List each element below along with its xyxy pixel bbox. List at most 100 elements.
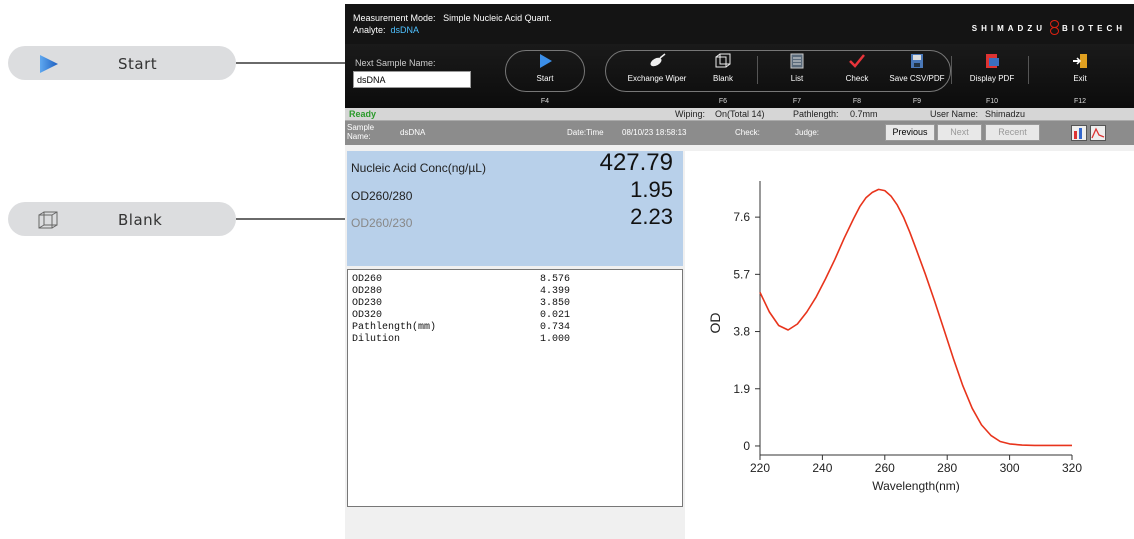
- spectrum-line: [759, 188, 1072, 447]
- exchange-wiper-button[interactable]: Exchange Wiper: [625, 50, 689, 96]
- exit-icon: [1073, 54, 1087, 68]
- save-fkey: F9: [912, 98, 922, 105]
- detail-row: Pathlength(mm) 0.734: [352, 322, 672, 334]
- sample-name-value: dsDNA: [400, 128, 426, 137]
- x-axis-label: Wavelength(nm): [872, 479, 960, 493]
- ratio-260-280-value: 1.95: [630, 177, 673, 202]
- conc-value: 427.79: [599, 149, 673, 176]
- wiping-label: Wiping:: [675, 109, 706, 119]
- ratio-260-280-label: OD260/280: [351, 189, 413, 203]
- detail-label: OD280: [352, 286, 383, 297]
- judge-label: Judge:: [795, 128, 820, 137]
- measurement-mode: Measurement Mode: Simple Nucleic Acid Qu…: [353, 13, 552, 23]
- mode-label: Measurement Mode:: [353, 13, 436, 23]
- detail-label: Pathlength(mm): [352, 322, 437, 333]
- detail-label: OD260: [352, 274, 383, 285]
- analyte-value: dsDNA: [390, 25, 420, 35]
- status-bar: Ready Wiping: On(Total 14) Pathlength: 0…: [345, 108, 1134, 121]
- x-tick-label: 260: [875, 461, 895, 475]
- next-sample-label: Next Sample Name:: [355, 58, 436, 68]
- detail-row: OD320 0.021: [352, 310, 672, 322]
- toolbar: Next Sample Name: Start F4 Exchange Wipe…: [345, 44, 1134, 108]
- exit-fkey: F12: [1073, 98, 1087, 105]
- detail-row: OD260 8.576: [352, 274, 672, 286]
- play-triangle-icon: [40, 55, 58, 73]
- user-name-label: User Name:: [930, 109, 979, 119]
- tool-group-frame: [605, 50, 951, 92]
- blank-button[interactable]: Blank: [691, 50, 755, 96]
- next-button[interactable]: Next: [937, 124, 982, 141]
- recent-button[interactable]: Recent: [985, 124, 1040, 141]
- spectrum-chart: 220 240 260 280 300 320 0 1.9 3.8 5.7 7.6 Wavelengt…: [707, 181, 1082, 493]
- start-button-frame: [505, 50, 585, 92]
- display-pdf-fkey: F10: [985, 98, 999, 105]
- detail-row: OD280 4.399: [352, 286, 672, 298]
- pathlength-value: 0.7mm: [850, 109, 878, 119]
- list-icon: [790, 53, 804, 69]
- y-tick-label: 7.6: [733, 210, 750, 224]
- user-name-value: Shimadzu: [985, 109, 1026, 119]
- mode-value: Simple Nucleic Acid Quant.: [443, 13, 552, 23]
- detail-value: 3.850: [540, 298, 571, 309]
- start-button-label: Start: [536, 74, 554, 83]
- display-pdf-label: Display PDF: [969, 74, 1015, 83]
- check-button[interactable]: Check: [825, 50, 889, 96]
- detail-row: OD230 3.850: [352, 298, 672, 310]
- callout-blank: Blank: [8, 202, 236, 236]
- analyte: Analyte: dsDNA: [353, 25, 419, 35]
- check-fkey: F8: [852, 98, 862, 105]
- y-tick-label: 1.9: [733, 382, 750, 396]
- detail-value: 1.000: [540, 334, 571, 345]
- sample-info-bar: Sample Name: dsDNA Date:Time 08/10/23 18…: [345, 121, 1134, 145]
- exchange-wiper-label: Exchange Wiper: [627, 74, 687, 83]
- save-csv-pdf-label: Save CSV/PDF: [889, 74, 945, 83]
- exit-button[interactable]: Exit: [1048, 50, 1112, 96]
- x-tick-label: 240: [812, 461, 832, 475]
- title-bar: Measurement Mode: Simple Nucleic Acid Qu…: [345, 4, 1134, 44]
- save-csv-pdf-button[interactable]: Save CSV/PDF: [885, 50, 949, 96]
- callout-start-label: Start: [118, 55, 158, 73]
- check-button-label: Check: [845, 74, 869, 83]
- display-pdf-button[interactable]: Display PDF: [960, 50, 1024, 96]
- detail-value: 0.021: [540, 310, 571, 321]
- detail-label: OD320: [352, 310, 383, 321]
- x-tick-label: 220: [750, 461, 770, 475]
- wiping-value: On(Total 14): [715, 109, 765, 119]
- results-view-icon[interactable]: [1071, 125, 1087, 141]
- blank-button-label: Blank: [712, 74, 733, 83]
- detail-label: Dilution: [352, 334, 401, 345]
- y-tick-label: 3.8: [733, 325, 750, 339]
- y-axis-label: OD: [707, 313, 723, 334]
- spectrum-view-icon[interactable]: [1090, 125, 1106, 141]
- conc-label: Nucleic Acid Conc(ng/µL): [351, 161, 486, 175]
- list-fkey: F7: [792, 98, 802, 105]
- next-sample-input[interactable]: [353, 71, 471, 88]
- status-ready: Ready: [349, 109, 377, 119]
- cube-outline-icon: [38, 211, 58, 229]
- detail-row: Dilution 1.000: [352, 334, 672, 346]
- list-button[interactable]: List: [765, 50, 829, 96]
- x-tick-label: 300: [1000, 461, 1020, 475]
- start-button[interactable]: Start: [513, 50, 577, 96]
- exit-button-label: Exit: [1073, 74, 1087, 83]
- detail-value: 4.399: [540, 286, 571, 297]
- brand-right-text: BIOTECH: [1062, 24, 1126, 33]
- callout-start: Start: [8, 46, 236, 80]
- sample-name-label: Sample Name:: [347, 123, 375, 141]
- x-tick-label: 320: [1062, 461, 1082, 475]
- list-button-label: List: [790, 74, 804, 83]
- ratio-260-230-label: OD260/230: [351, 216, 413, 230]
- detail-label: OD230: [352, 298, 383, 309]
- toolbar-separator: [757, 56, 758, 84]
- ratio-260-230-value: 2.23: [630, 204, 673, 229]
- y-tick-label: 5.7: [733, 267, 750, 281]
- brand-left-text: SHIMADZU: [971, 24, 1046, 33]
- detail-value: 8.576: [540, 274, 571, 285]
- y-tick-label: 0: [743, 439, 750, 453]
- previous-button[interactable]: Previous: [885, 124, 935, 141]
- toolbar-separator: [1028, 56, 1029, 84]
- brand-mark-icon: [1048, 20, 1060, 36]
- brand-logo: SHIMADZU BIOTECH: [972, 20, 1126, 36]
- start-fkey: F4: [540, 98, 550, 105]
